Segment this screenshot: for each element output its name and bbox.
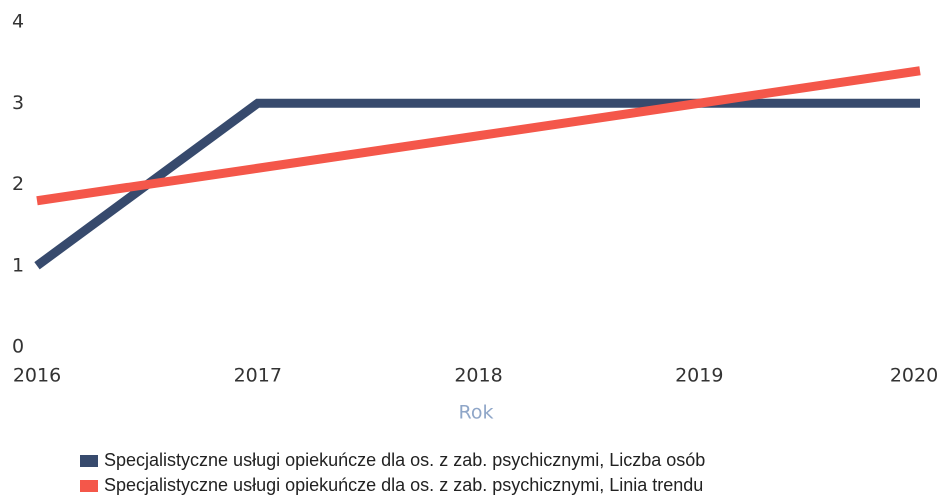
legend-label: Specjalistyczne usługi opiekuńcze dla os… bbox=[104, 475, 703, 495]
y-tick-label: 1 bbox=[12, 254, 24, 276]
y-tick-label: 2 bbox=[12, 173, 24, 195]
x-tick-label: 2018 bbox=[454, 365, 502, 387]
legend-swatch bbox=[80, 455, 98, 467]
x-tick-label: 2017 bbox=[234, 365, 282, 387]
y-tick-label: 0 bbox=[12, 336, 24, 358]
series-line bbox=[34, 98, 920, 270]
legend: Specjalistyczne usługi opiekuńcze dla os… bbox=[80, 450, 705, 495]
legend-swatch bbox=[80, 480, 98, 492]
x-tick-label: 2016 bbox=[13, 365, 61, 387]
x-axis-label: Rok bbox=[459, 402, 494, 424]
y-tick-label: 3 bbox=[12, 92, 24, 114]
legend-label: Specjalistyczne usługi opiekuńcze dla os… bbox=[104, 450, 705, 470]
series-line bbox=[36, 66, 921, 206]
x-tick-label: 2019 bbox=[675, 365, 723, 387]
x-tick-label: 2020 bbox=[890, 365, 938, 387]
y-tick-label: 4 bbox=[12, 11, 24, 33]
